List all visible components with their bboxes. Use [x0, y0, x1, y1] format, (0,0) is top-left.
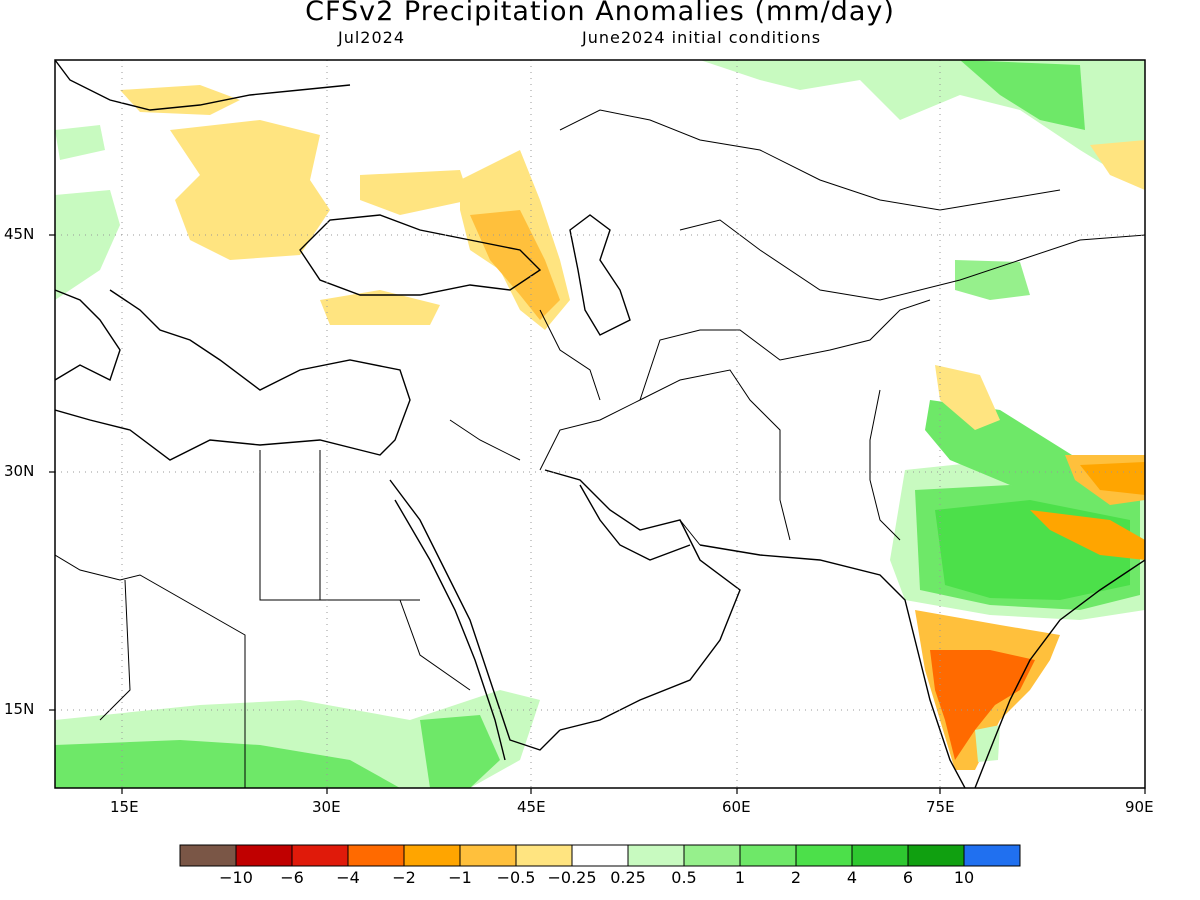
anomaly-fields: [55, 60, 1145, 788]
dry-field-turkey: [320, 290, 440, 325]
colorbar-swatch: [683, 844, 741, 867]
coastline-caspian: [569, 214, 631, 336]
border-lines: [55, 109, 1145, 788]
colorbar-swatch: [739, 844, 797, 867]
colorbar-label: −6: [280, 868, 304, 887]
colorbar-label: 2: [790, 868, 802, 887]
dry-field-caucasus-core: [470, 210, 560, 320]
colorbar-swatch: [459, 844, 517, 867]
lon-tick-45e: 45E: [517, 798, 546, 816]
lon-tick-75e: 75E: [926, 798, 955, 816]
colorbar-swatch: [851, 844, 909, 867]
dry-field-carpathians: [170, 120, 330, 260]
lon-tick-30e: 30E: [312, 798, 341, 816]
valid-month: Jul2024: [338, 28, 406, 47]
dry-field-poland: [120, 85, 240, 115]
coastline-europe-mediterranean: [55, 289, 411, 461]
dry-field-bengal-core: [1080, 462, 1145, 495]
colorbar-swatch: [627, 844, 685, 867]
dry-field-pakistan: [935, 365, 1000, 430]
colorbar-label: −0.25: [547, 868, 597, 887]
colorbar: [179, 844, 1021, 867]
map-frame: [54, 59, 1146, 789]
colorbar-label: 6: [902, 868, 914, 887]
map-title: CFSv2 Precipitation Anomalies (mm/day): [305, 0, 895, 27]
wet-field-europe-nw: [55, 125, 105, 160]
colorbar-swatch: [907, 844, 965, 867]
coastlines: [55, 60, 1145, 788]
wet-field-north-asia-core: [960, 60, 1085, 130]
colorbar-swatch: [291, 844, 349, 867]
dry-field-black-sea: [360, 170, 470, 215]
coastline-persian-gulf: [544, 469, 741, 731]
lon-tick-60e: 60E: [722, 798, 751, 816]
colorbar-label: −0.5: [496, 868, 536, 887]
coastline-arabian-sea: [699, 544, 1145, 788]
dry-field-sri-lanka-tip: [975, 725, 1000, 762]
initial-conditions: June2024 initial conditions: [582, 28, 822, 47]
coastline-baltic: [55, 60, 351, 111]
wet-field-sahel-core: [55, 740, 400, 788]
colorbar-label: 1: [734, 868, 746, 887]
wet-field-balkans: [55, 190, 120, 300]
colorbar-label: 4: [846, 868, 858, 887]
graticule: [55, 60, 1145, 788]
lat-tick-45n: 45N: [4, 225, 35, 243]
colorbar-label: 10: [953, 868, 975, 887]
colorbar-label: 0.25: [610, 868, 646, 887]
lat-tick-15n: 15N: [4, 700, 35, 718]
country-borders: [55, 109, 1145, 788]
coastline-black-sea: [299, 214, 542, 296]
colorbar-label: −1: [448, 868, 472, 887]
colorbar-swatch: [795, 844, 853, 867]
colorbar-swatch: [347, 844, 405, 867]
dry-field-ganges: [1030, 510, 1145, 560]
colorbar-swatch: [515, 844, 573, 867]
colorbar-swatch: [403, 844, 461, 867]
dry-field-south-india-core: [930, 650, 1035, 760]
colorbar-label: −10: [219, 868, 253, 887]
wet-field-central-asia: [955, 260, 1030, 300]
coastline-red-sea: [389, 479, 561, 761]
colorbar-swatch: [235, 844, 293, 867]
colorbar-label: −4: [336, 868, 360, 887]
dry-field-kazakhstan: [1090, 140, 1145, 190]
colorbar-swatch: [571, 844, 629, 867]
tick-marks: [49, 234, 1146, 794]
lon-tick-15e: 15E: [110, 798, 139, 816]
colorbar-label: 0.5: [671, 868, 697, 887]
colorbar-swatch: [963, 844, 1021, 867]
colorbar-label: −2: [392, 868, 416, 887]
wet-field-ethiopia: [420, 715, 500, 788]
colorbar-swatch: [179, 844, 237, 867]
lat-tick-30n: 30N: [4, 462, 35, 480]
lon-tick-90e: 90E: [1125, 798, 1154, 816]
